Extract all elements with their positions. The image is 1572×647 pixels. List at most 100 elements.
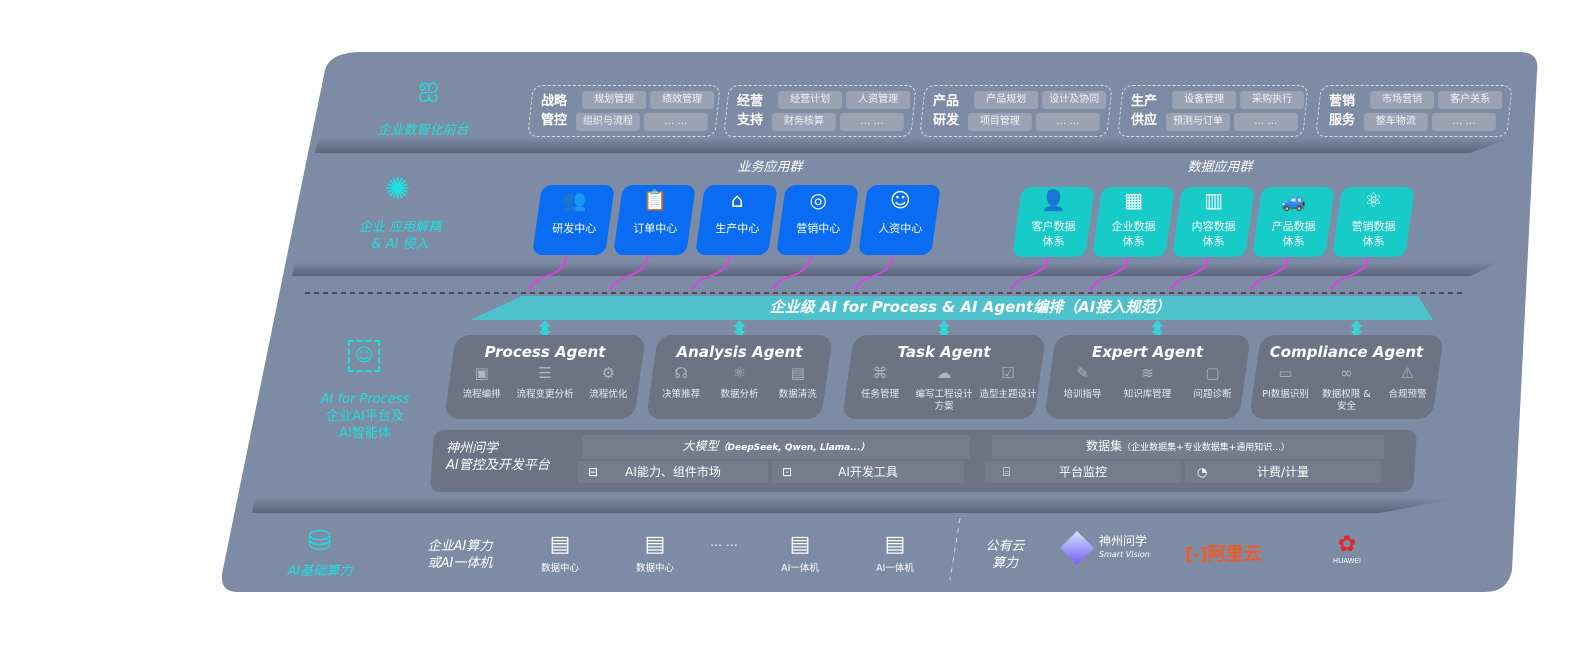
module-chip[interactable]: 采购执行 <box>1240 91 1305 109</box>
servers-ellipsis: … … <box>710 535 738 549</box>
car-icon: 🚙 <box>1281 188 1307 212</box>
agent-capability[interactable]: ⌘ 任务管理 <box>848 364 911 413</box>
server-item[interactable]: ▤ AI一体机 <box>865 532 925 574</box>
module-chip[interactable]: 绩效管理 <box>650 91 715 109</box>
agent-items: ⌘ 任务管理 ☁ 编写工程设计方案 ☑ 造型主题设计 <box>848 364 1040 413</box>
module-chip[interactable]: … … <box>1431 113 1496 131</box>
agent-capability[interactable]: ⚙ 流程优化 <box>577 364 640 401</box>
dataset-cell[interactable]: 数据集（企业数据集+专业数据集+通用知识...） <box>992 435 1384 459</box>
module-chip[interactable]: … … <box>643 113 708 131</box>
data-app-tile[interactable]: ▦ 企业数据 体系 <box>1092 187 1175 257</box>
bidirectional-arrow <box>938 320 950 338</box>
module-chip[interactable]: 设计及协同 <box>1042 91 1107 109</box>
module-chip[interactable]: 财务核算 <box>771 113 836 131</box>
data-app-tile[interactable]: 👤 客户数据 体系 <box>1012 187 1095 257</box>
agent-capability[interactable]: ⚠ 合规预警 <box>1377 364 1437 413</box>
market-cell[interactable]: ⊟ AI能力、组件市场 <box>578 461 768 483</box>
tools-icon: ⚙ <box>601 364 616 382</box>
module-chip[interactable]: 人资管理 <box>846 91 911 109</box>
group-title: 营销 服务 <box>1329 92 1355 130</box>
agent-capability[interactable]: ∞ 数据权限 & 安全 <box>1316 364 1376 413</box>
module-chip[interactable]: 客户关系 <box>1438 91 1503 109</box>
business-app-tile[interactable]: ⌂ 生产中心 <box>695 185 778 255</box>
agent-capability[interactable]: ▤ 数据清洗 <box>769 364 827 401</box>
apps-label-line: & AI 侵入 <box>371 236 429 252</box>
tile-label: 研发中心 <box>552 222 597 235</box>
module-chip[interactable]: 设备管理 <box>1172 91 1237 109</box>
group-title: 战略 管控 <box>541 92 567 130</box>
agent-inner: Compliance Agent ▭ PI数据识别 ∞ 数据权限 & 安全 ⚠ 合规预警 <box>1255 335 1438 419</box>
module-chip[interactable]: 整车物流 <box>1363 113 1428 131</box>
module-chip[interactable]: 项目管理 <box>967 113 1032 131</box>
agent-capability[interactable]: ⚛ 数据分析 <box>711 364 769 401</box>
data-app-tile[interactable]: ▥ 内容数据 体系 <box>1172 187 1255 257</box>
module-chip[interactable]: 经营计划 <box>778 91 843 109</box>
agent-items: ▣ 流程编排 ☰ 流程变更分析 ⚙ 流程优化 <box>450 364 640 401</box>
billing-cell[interactable]: ◔ 计费/计量 <box>1185 461 1381 483</box>
module-chip[interactable]: 市场营销 <box>1370 91 1435 109</box>
module-chip[interactable]: 预测与订单 <box>1165 113 1230 131</box>
agent-card[interactable]: Expert Agent ✎ 培训指导 ≋ 知识库管理 ▢ 问题诊断 <box>1044 335 1251 419</box>
agent-card[interactable]: Process Agent ▣ 流程编排 ☰ 流程变更分析 ⚙ 流程优化 <box>444 335 646 419</box>
connector-arrow <box>1010 249 1050 291</box>
agent-capability[interactable]: ☑ 造型主题设计 <box>976 364 1039 413</box>
agent-capability[interactable]: ▣ 流程编排 <box>450 364 513 401</box>
group-title: 产品 研发 <box>933 92 959 130</box>
business-app-tile[interactable]: 📋 订单中心 <box>613 185 696 255</box>
document-icon: ▤ <box>790 364 805 382</box>
llm-cell[interactable]: 大模型（DeepSeek, Qwen, Llama...） <box>582 435 970 459</box>
person-icon: ☺ <box>889 188 911 212</box>
business-app-tile[interactable]: 👥 研发中心 <box>532 185 615 255</box>
module-chip[interactable]: … … <box>839 113 904 131</box>
agent-capability[interactable]: ✎ 培训指导 <box>1050 364 1114 401</box>
agent-capability[interactable]: ☊ 决策推荐 <box>652 364 710 401</box>
tile-inner: ☺ 人资中心 <box>864 188 937 236</box>
server-item[interactable]: ▤ AI一体机 <box>770 532 830 574</box>
agent-items: ☊ 决策推荐 ⚛ 数据分析 ▤ 数据清洗 <box>652 364 827 401</box>
devtools-cell[interactable]: ⊡ AI开发工具 <box>772 461 964 483</box>
agent-capability[interactable]: ▭ PI数据识别 <box>1255 364 1315 413</box>
tile-label: 体系 <box>1282 235 1305 248</box>
huawei-logo: ✿ HUAWEI <box>1325 533 1369 566</box>
server-item[interactable]: ▤ 数据中心 <box>625 532 685 574</box>
tile-label: 体系 <box>1362 235 1385 248</box>
capability-label: 造型主题设计 <box>979 389 1037 400</box>
market-label: AI能力、组件市场 <box>625 465 721 479</box>
server-rack-icon: ▤ <box>644 532 666 557</box>
module-chip[interactable]: 组织与流程 <box>575 113 640 131</box>
tile-inner: 👤 客户数据 体系 <box>1017 188 1090 249</box>
platform-title-line: AI管控及开发平台 <box>446 458 550 473</box>
tile-inner: 🚙 产品数据 体系 <box>1257 188 1330 249</box>
agent-name: Task Agent <box>897 343 991 361</box>
diamond-icon <box>1060 531 1094 565</box>
agent-capability[interactable]: ▢ 问题诊断 <box>1180 364 1244 401</box>
agent-capability[interactable]: ☁ 编写工程设计方案 <box>912 364 975 413</box>
agent-capability[interactable]: ☰ 流程变更分析 <box>514 364 577 401</box>
capability-label: 决策推荐 <box>662 389 701 400</box>
connector-arrow <box>1330 249 1370 291</box>
id-card-icon: ▭ <box>1278 364 1293 382</box>
agent-inner: Process Agent ▣ 流程编排 ☰ 流程变更分析 ⚙ 流程优化 <box>450 335 640 419</box>
agent-card[interactable]: Task Agent ⌘ 任务管理 ☁ 编写工程设计方案 ☑ 造型主题设计 <box>842 335 1046 419</box>
tile-label: 人资中心 <box>878 222 923 235</box>
business-app-tile[interactable]: ◎ 营销中心 <box>776 185 859 255</box>
module-chip[interactable]: 产品规划 <box>974 91 1039 109</box>
server-item[interactable]: ▤ 数据中心 <box>530 532 590 574</box>
group-title-line: 营销 <box>1329 94 1356 109</box>
monitor-cell[interactable]: ⌸ 平台监控 <box>985 461 1181 483</box>
dataset-label: 数据集 <box>1086 439 1123 453</box>
aliyun-logo: [-]阿里云 <box>1185 544 1262 565</box>
module-chip[interactable]: … … <box>1035 113 1100 131</box>
group-title-line: 经营 <box>737 94 764 109</box>
data-app-tile[interactable]: ⚛ 营销数据 体系 <box>1332 187 1415 257</box>
enterprise-line: 企业AI算力 <box>427 539 493 554</box>
module-chip[interactable]: 规划管理 <box>582 91 647 109</box>
agent-capability[interactable]: ≋ 知识库管理 <box>1115 364 1179 401</box>
data-app-tile[interactable]: 🚙 产品数据 体系 <box>1252 187 1335 257</box>
module-chip[interactable]: … … <box>1233 113 1298 131</box>
checklist-icon: ☑ <box>1001 364 1015 382</box>
tile-inner: 📋 订单中心 <box>619 188 692 236</box>
agent-card[interactable]: Compliance Agent ▭ PI数据识别 ∞ 数据权限 & 安全 ⚠ 合规预警 <box>1249 335 1444 419</box>
agent-card[interactable]: Analysis Agent ☊ 决策推荐 ⚛ 数据分析 ▤ 数据清洗 <box>646 335 833 419</box>
business-app-tile[interactable]: ☺ 人资中心 <box>858 185 941 255</box>
